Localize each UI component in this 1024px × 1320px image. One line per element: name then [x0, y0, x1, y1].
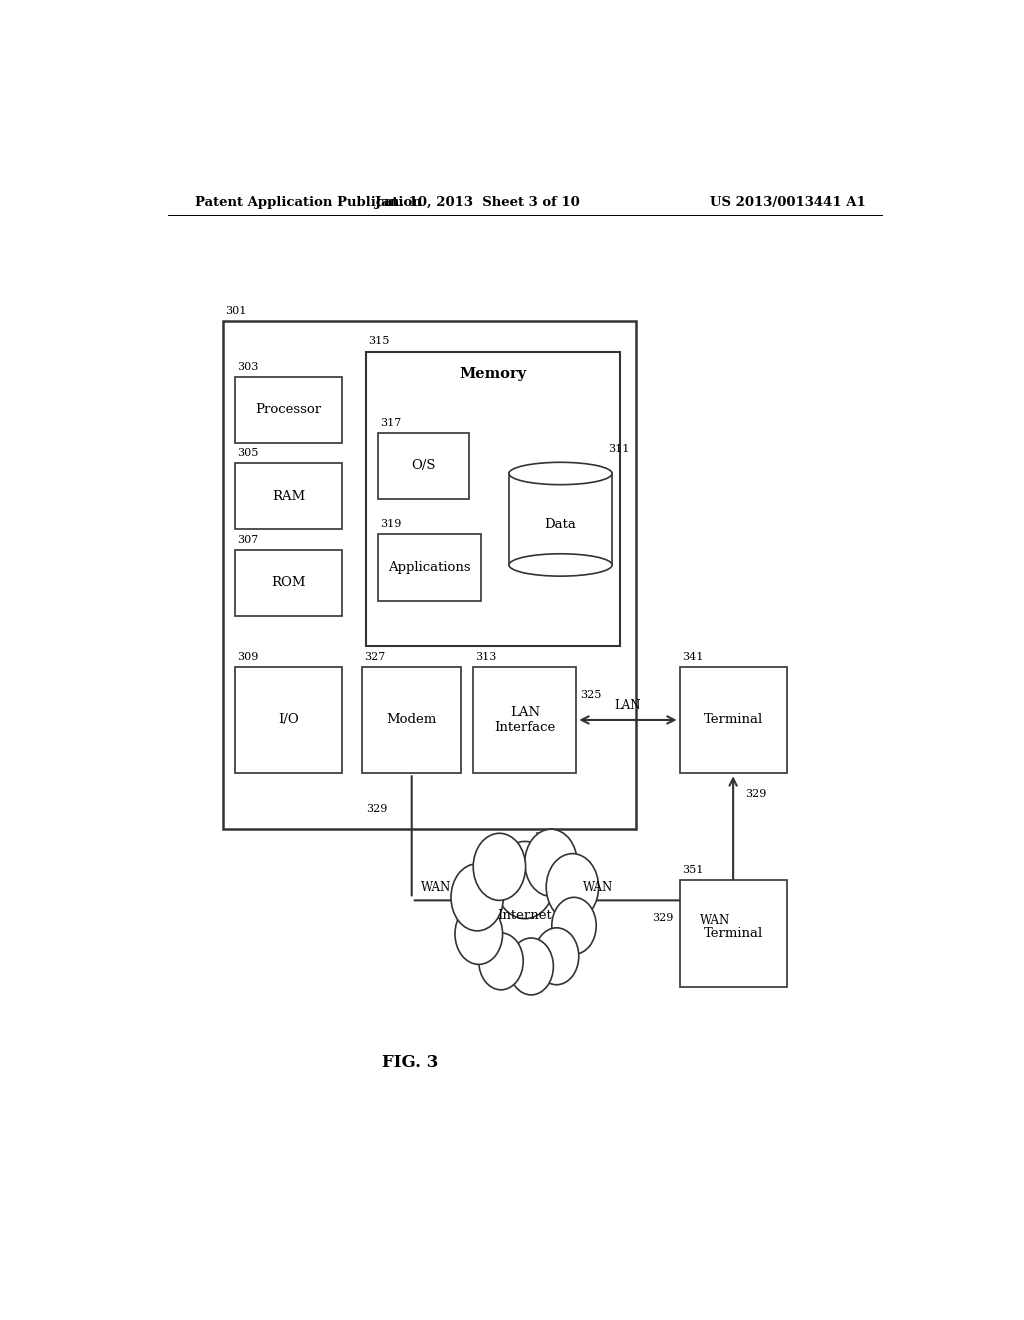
Text: Terminal: Terminal	[703, 927, 763, 940]
Text: Terminal: Terminal	[703, 714, 763, 726]
Text: Memory: Memory	[460, 367, 526, 380]
FancyBboxPatch shape	[236, 667, 342, 774]
Circle shape	[495, 841, 555, 919]
Text: 329: 329	[652, 913, 674, 923]
Text: Applications: Applications	[388, 561, 471, 574]
Circle shape	[479, 933, 523, 990]
Text: 301: 301	[225, 306, 247, 315]
FancyBboxPatch shape	[362, 667, 461, 774]
Circle shape	[535, 928, 579, 985]
Text: Processor: Processor	[256, 404, 322, 416]
Text: 317: 317	[380, 417, 401, 428]
Text: 341: 341	[682, 652, 703, 661]
Circle shape	[509, 939, 553, 995]
Text: 331: 331	[535, 833, 556, 842]
FancyBboxPatch shape	[680, 667, 786, 774]
Text: Data: Data	[545, 517, 577, 531]
Circle shape	[552, 898, 596, 954]
FancyBboxPatch shape	[236, 549, 342, 615]
FancyBboxPatch shape	[367, 351, 620, 647]
Text: 307: 307	[238, 535, 259, 545]
Ellipse shape	[509, 554, 612, 576]
Text: 313: 313	[475, 652, 497, 661]
Circle shape	[455, 903, 503, 965]
Text: 305: 305	[238, 449, 259, 458]
Text: Patent Application Publication: Patent Application Publication	[196, 195, 422, 209]
Circle shape	[546, 854, 599, 921]
Text: RAM: RAM	[272, 490, 305, 503]
Text: US 2013/0013441 A1: US 2013/0013441 A1	[711, 195, 866, 209]
Text: Modem: Modem	[387, 714, 437, 726]
Circle shape	[451, 863, 504, 931]
FancyBboxPatch shape	[378, 433, 469, 499]
Text: I/O: I/O	[279, 714, 299, 726]
Text: 303: 303	[238, 362, 259, 372]
Text: 311: 311	[608, 444, 630, 454]
Text: WAN: WAN	[421, 882, 452, 894]
Ellipse shape	[509, 462, 612, 484]
Text: Internet: Internet	[498, 909, 552, 923]
FancyBboxPatch shape	[680, 880, 786, 987]
Text: ROM: ROM	[271, 577, 306, 589]
Text: WAN: WAN	[583, 882, 613, 894]
FancyBboxPatch shape	[223, 321, 636, 829]
FancyBboxPatch shape	[236, 378, 342, 444]
Text: 325: 325	[581, 689, 602, 700]
Text: LAN
Interface: LAN Interface	[495, 706, 555, 734]
Text: LAN: LAN	[614, 698, 641, 711]
Text: 327: 327	[365, 652, 386, 661]
Circle shape	[525, 829, 578, 896]
Text: FIG. 3: FIG. 3	[382, 1055, 438, 1072]
Text: 319: 319	[380, 519, 401, 529]
Text: WAN: WAN	[699, 915, 730, 928]
FancyBboxPatch shape	[378, 535, 481, 601]
Circle shape	[473, 833, 525, 900]
FancyBboxPatch shape	[473, 667, 577, 774]
Polygon shape	[509, 474, 612, 565]
Text: 351: 351	[682, 865, 703, 875]
Text: O/S: O/S	[412, 459, 436, 473]
Text: 315: 315	[369, 337, 390, 346]
Text: 309: 309	[238, 652, 259, 661]
Text: 329: 329	[367, 804, 388, 814]
Text: Jan. 10, 2013  Sheet 3 of 10: Jan. 10, 2013 Sheet 3 of 10	[375, 195, 580, 209]
FancyBboxPatch shape	[236, 463, 342, 529]
Text: 329: 329	[745, 788, 766, 799]
